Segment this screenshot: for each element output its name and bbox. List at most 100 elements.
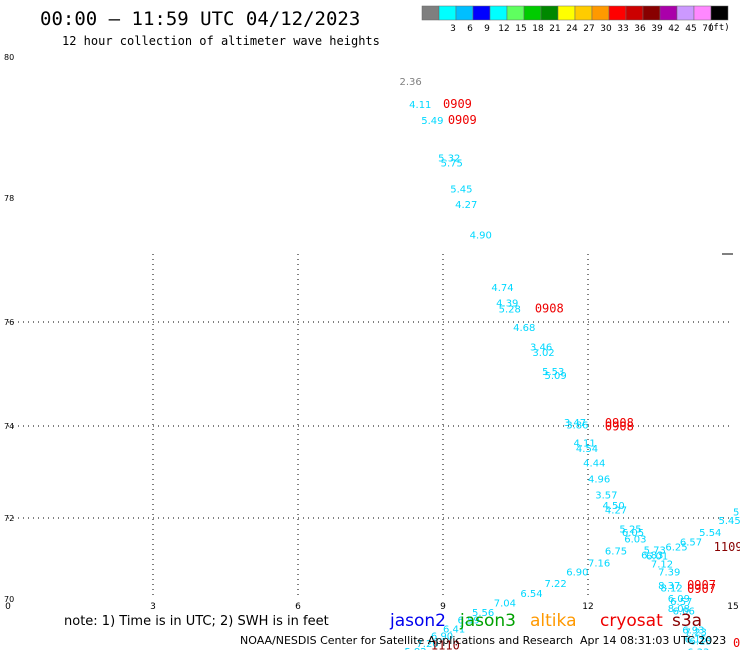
x-tick-label: 15	[727, 602, 738, 612]
data-point-label: 3.86	[566, 420, 588, 431]
data-point-label: 6.75	[605, 546, 627, 557]
colorbar-swatch	[625, 5, 644, 21]
colorbar-tick-label: 45	[685, 24, 696, 34]
colorbar-unit: (ft)	[708, 23, 730, 33]
colorbar-swatch	[506, 5, 525, 21]
data-point-label: 6.05	[622, 528, 644, 539]
chart-title: 00:00 – 11:59 UTC 04/12/2023	[40, 8, 360, 30]
legend-entry-jason3: jason3	[459, 611, 516, 631]
data-point-label: 7.16	[588, 559, 610, 570]
y-axis-tick-labels: 80 78 76 74 72 70	[4, 53, 14, 604]
colorbar-tick-label: 30	[600, 24, 612, 34]
colorbar-tick-label: 33	[617, 24, 628, 34]
y-tick-label: 70	[4, 595, 14, 604]
footer-timestamp: Apr 14 08:31:03 UTC 2023	[580, 634, 726, 647]
colorbar-tick-label: 9	[484, 24, 490, 34]
data-point-label: 2.36	[400, 77, 422, 88]
legend-entry-altika: altika	[530, 611, 577, 631]
colorbar-swatch	[710, 5, 729, 21]
footer-credit: NOAA/NESDIS Center for Satellite Applica…	[240, 634, 573, 647]
pass-time-label: 1111	[402, 648, 431, 650]
pass-time-label: 0909	[448, 113, 477, 127]
colorbar-swatch	[523, 5, 542, 21]
data-point-label: 6.03	[624, 534, 646, 545]
y-tick-label: 78	[4, 194, 14, 203]
data-point-label: 6.54	[520, 589, 542, 600]
data-point-label: 7.39	[658, 568, 680, 579]
pass-time-label: 1110	[431, 639, 460, 650]
data-point-label: 5.09	[545, 371, 567, 382]
pass-time-label: 0907	[687, 582, 716, 596]
data-point-label: 6.06	[673, 606, 695, 617]
data-point-label: 6.59	[458, 615, 480, 626]
pass-time-label: 0907	[687, 578, 716, 592]
data-point-label: 6.01	[646, 551, 668, 562]
chart-subtitle: 12 hour collection of altimeter wave hei…	[62, 34, 380, 48]
data-point-label: 5.28	[499, 305, 521, 316]
satellite-pass-time-labels: 0909090909080908090811090907090709070907…	[402, 97, 740, 650]
x-tick-label: 12	[582, 602, 593, 612]
colorbar-swatch	[455, 5, 474, 21]
data-point-label: 5.56	[472, 608, 494, 619]
colorbar-swatch	[693, 5, 712, 21]
data-point-label: 7.20	[416, 639, 438, 650]
colorbar-tick-label: 42	[668, 24, 679, 34]
data-point-label: 5.75	[441, 158, 463, 169]
data-point-label: 3.47	[564, 418, 586, 429]
data-point-label: 5.25	[619, 525, 641, 536]
y-tick-label: 76	[4, 318, 14, 327]
data-point-label: 4.44	[583, 458, 605, 469]
data-point-label: 7.12	[651, 559, 673, 570]
data-point-label: 7.23	[685, 627, 707, 638]
data-point-label: 6.15	[685, 635, 707, 646]
colorbar-swatch	[659, 5, 678, 21]
pass-time-label: 0907	[733, 636, 740, 650]
colorbar-tick-label: 39	[651, 24, 663, 34]
data-point-label: 4.90	[470, 230, 492, 241]
data-point-label: 8.12	[661, 584, 683, 595]
data-point-label: 3.46	[530, 343, 552, 354]
colorbar-swatch	[557, 5, 576, 21]
data-point-label: 6.57	[680, 538, 702, 549]
data-point-label: 6.33	[687, 648, 709, 650]
colorbar-swatch	[574, 5, 593, 21]
colorbar-swatch	[642, 5, 661, 21]
data-point-label: 4.27	[455, 200, 477, 211]
colorbar-swatch	[676, 5, 695, 21]
data-point-label: 4.68	[513, 323, 535, 334]
data-point-label: 5.45	[719, 516, 740, 527]
legend-entry-cryosat: cryosat	[600, 611, 663, 631]
pass-time-label: 0908	[535, 302, 564, 316]
data-point-label: 5.32	[438, 153, 460, 164]
satellite-legend: jason2 jason3 altika cryosat s3a	[389, 611, 702, 631]
colorbar-swatch	[540, 5, 559, 21]
pass-time-label: 0908	[605, 420, 634, 434]
data-point-label: 5.82	[404, 647, 426, 650]
colorbar-tick-label: 6	[467, 24, 473, 34]
x-tick-label: 3	[150, 602, 156, 612]
colorbar-tick-label: 12	[498, 24, 509, 34]
grid-lines	[8, 253, 733, 598]
colorbar-tick-label: 18	[532, 24, 544, 34]
color-scale-legend: 3 6 9 12 15 18 21 24 27 30 33 36 39 42 45 70	[421, 5, 729, 34]
legend-entry-s3a: s3a	[672, 611, 702, 631]
legend-entry-jason2: jason2	[389, 611, 446, 631]
data-point-label: 4.11	[574, 439, 596, 450]
data-point-label: 5.53	[542, 367, 564, 378]
pass-time-label: 0907	[733, 648, 740, 650]
data-point-label: 6.90	[566, 568, 588, 579]
colorbar-tick-label: 24	[566, 24, 578, 34]
data-point-label: 3.57	[595, 491, 617, 502]
data-point-label: 7.22	[545, 579, 567, 590]
data-point-label: 8.08	[668, 604, 690, 615]
colorbar-swatch	[591, 5, 610, 21]
x-tick-label: 9	[440, 602, 446, 612]
y-tick-label: 74	[4, 422, 14, 431]
colorbar-tick-label: 21	[549, 24, 560, 34]
data-point-label: 6.57	[670, 597, 692, 608]
data-point-label: 4.27	[605, 505, 627, 516]
x-tick-label: 0	[5, 602, 11, 612]
data-point-label: 3.02	[532, 348, 554, 359]
data-point-label: 4.50	[603, 501, 625, 512]
